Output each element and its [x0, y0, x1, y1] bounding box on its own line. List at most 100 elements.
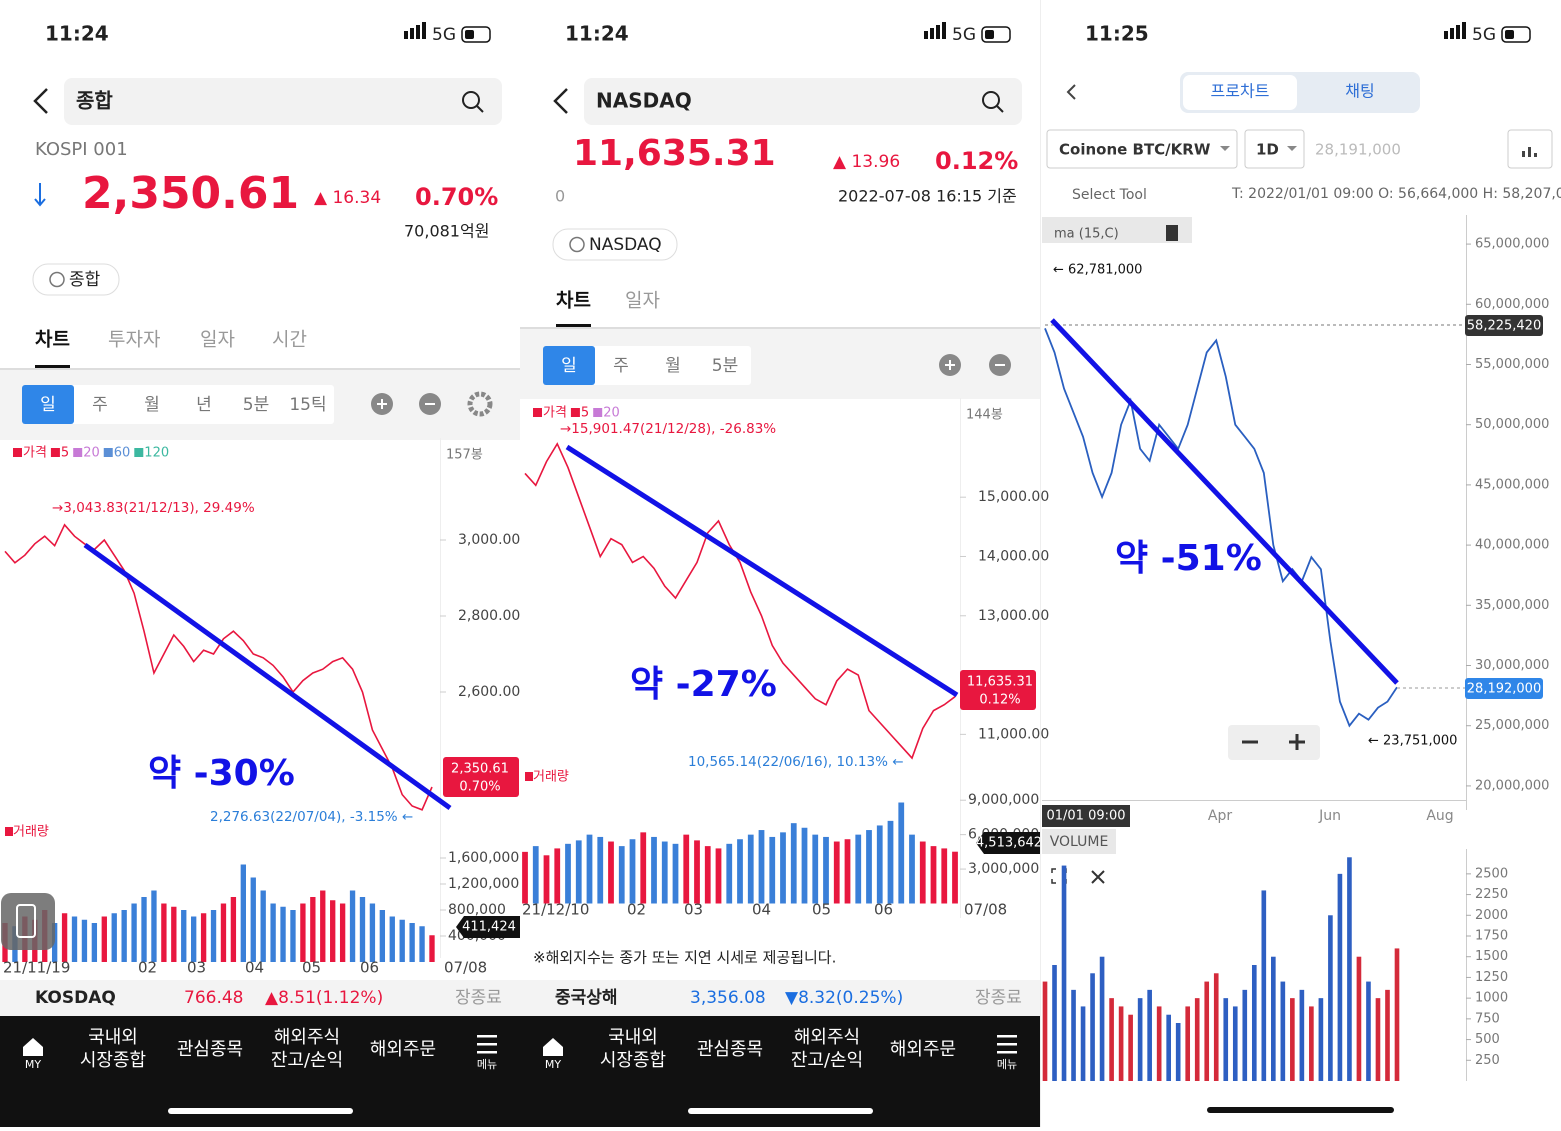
delete-icon [1166, 225, 1178, 241]
ticker-name: KOSDAQ [35, 988, 116, 1008]
search-icon[interactable] [462, 91, 480, 109]
network: 5G [432, 25, 456, 45]
volume-bar [618, 846, 625, 904]
nav-label: 시장종합 [80, 1050, 146, 1071]
legend-label: 가격 [543, 406, 567, 421]
nav-label: 해외주문 [370, 1039, 436, 1060]
low-note: 2,276.63(22/07/04), -3.15% ← [210, 809, 413, 825]
volume-bar [952, 851, 958, 904]
volume-title: 거래량 [533, 770, 569, 785]
period-button: 일 [561, 356, 577, 376]
volume-tick-label: 1500 [1475, 949, 1508, 964]
tab-underline [556, 324, 591, 327]
nav-label: 해외주식 [794, 1027, 860, 1048]
back-button[interactable] [33, 88, 48, 114]
volume-bar [1061, 865, 1067, 1081]
period-button: 5분 [712, 356, 738, 376]
segment-tab: 프로차트 [1211, 82, 1270, 101]
ticker-change: ▲8.51(1.12%) [265, 988, 383, 1008]
legend-swatch [134, 448, 144, 457]
volume-bar [399, 919, 405, 962]
settings[interactable] [467, 391, 493, 417]
status-time: 11:24 [565, 22, 629, 46]
price-line [524, 442, 956, 760]
volume-bar [1080, 1006, 1086, 1081]
x-tick-label: 04 [752, 901, 771, 919]
trend-line [1050, 318, 1399, 685]
annotation: 약 -51% [1115, 538, 1262, 579]
volume-tick-label: 1750 [1475, 929, 1508, 944]
volume-bar [320, 890, 326, 962]
battery-level [465, 30, 474, 39]
volume-bar [1137, 998, 1143, 1081]
float-button [1, 893, 55, 950]
x-axis [1042, 800, 1467, 801]
volume-bar [141, 897, 147, 962]
volume-bar [101, 916, 107, 962]
volume-bar [389, 916, 395, 962]
home-icon [23, 1038, 43, 1056]
volume-bar [1318, 998, 1324, 1081]
volume-bar [359, 897, 366, 962]
volume-bar [1337, 873, 1343, 1081]
zoom-control [1228, 725, 1320, 760]
pair-label: Coinone BTC/KRW [1059, 141, 1211, 159]
tab: 투자자 [108, 329, 160, 351]
nav-label: 국내외 [88, 1027, 138, 1048]
nav-label: 잔고/손익 [271, 1050, 343, 1071]
period-button: 주 [613, 356, 629, 376]
nav-label: MY [545, 1058, 561, 1071]
ticker-name: 중국상해 [555, 988, 618, 1008]
chart-icon [1528, 147, 1531, 157]
close-icon[interactable] [1091, 870, 1105, 884]
volume-bar [280, 906, 286, 962]
search-text: 종합 [76, 89, 113, 113]
volume-bar [1213, 973, 1219, 1081]
x-tick-label: Aug [1426, 808, 1453, 824]
y-tick-label: 30,000,000 [1475, 658, 1549, 673]
last-price-tag-pct: 0.12% [979, 693, 1020, 708]
volume-bar [220, 903, 227, 962]
interval-label: 1D [1256, 141, 1279, 159]
volume-bar [121, 910, 127, 962]
volume-bar [1175, 1023, 1181, 1081]
signal-bar [1462, 22, 1466, 39]
ticker-bar [520, 980, 1040, 1016]
y-tick-label: 35,000,000 [1475, 598, 1549, 613]
volume-bar [575, 840, 582, 904]
y-tick-label: 14,000.00 [978, 548, 1049, 564]
volume-bar [300, 903, 306, 962]
battery [1501, 26, 1531, 43]
zoom-in[interactable] [1289, 734, 1305, 750]
volume-bar [429, 935, 435, 962]
nav-label: 국내외 [608, 1027, 658, 1048]
tab: 차트 [556, 290, 591, 312]
period-button: 월 [144, 395, 160, 415]
volume-bar [672, 843, 679, 904]
quote: 28,191,000 [1315, 141, 1401, 159]
signal-bar [404, 31, 408, 39]
price-line [4, 523, 433, 811]
chart-icon [1534, 153, 1537, 157]
nav-label: 관심종목 [177, 1039, 243, 1060]
y-tick-label: 11,000.00 [978, 726, 1049, 742]
network: 5G [952, 25, 976, 45]
volume-bar [1366, 981, 1371, 1081]
last-tag [1465, 678, 1543, 699]
signal-bar [942, 22, 946, 39]
volume-tag [976, 832, 1040, 854]
toolbar-line [0, 368, 520, 370]
last-tag-label: 28,192,000 [1467, 682, 1541, 697]
search-icon[interactable] [982, 91, 1000, 109]
signal-bar [1456, 25, 1460, 39]
legend-label: 20 [83, 446, 100, 461]
volume-bar [1290, 998, 1295, 1081]
signal-bar [422, 22, 426, 39]
period-button: 15틱 [289, 395, 326, 415]
ticker-status: 장종료 [455, 988, 502, 1008]
back-button[interactable] [1066, 84, 1076, 100]
back-button[interactable] [553, 88, 568, 114]
legend-swatch [103, 448, 113, 457]
bar-count: 157봉 [446, 448, 483, 463]
volume-bar [1232, 1006, 1238, 1081]
